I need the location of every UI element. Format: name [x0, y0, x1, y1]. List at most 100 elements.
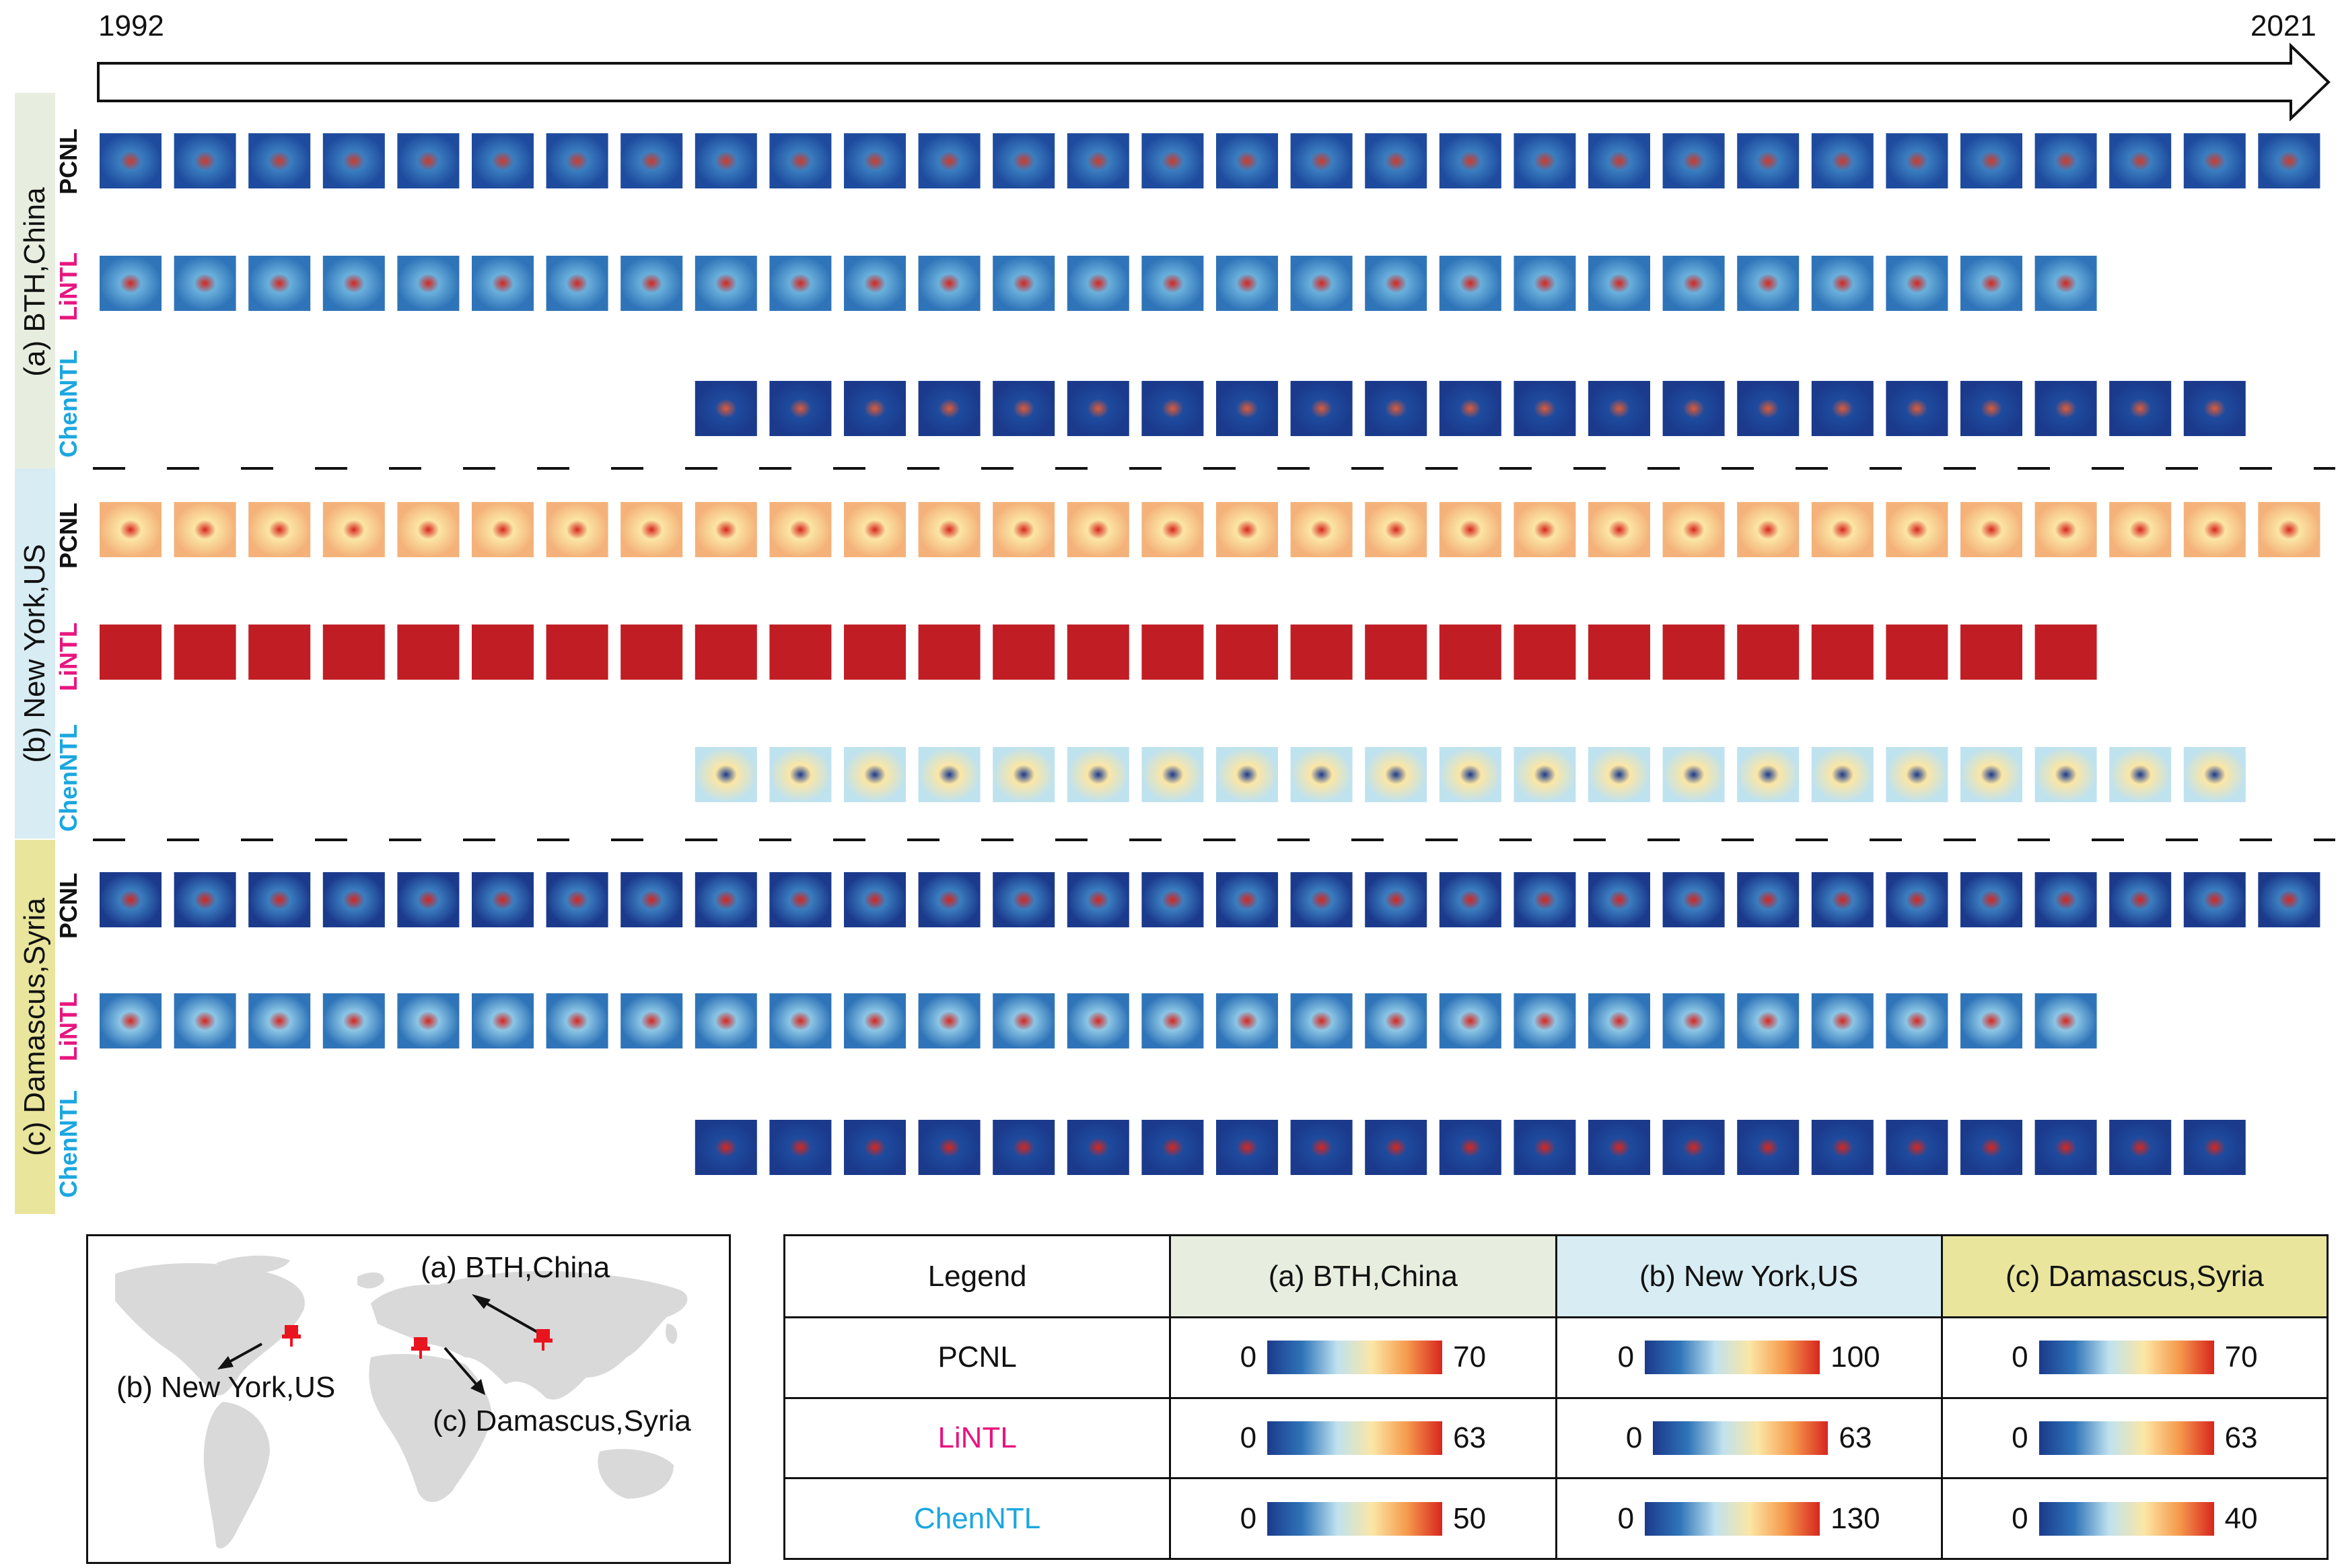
cbar-min: 0	[1625, 1421, 1643, 1454]
ntl-thumbnail	[1514, 625, 1576, 680]
ntl-thumbnail	[1141, 625, 1204, 680]
ntl-thumbnail	[993, 872, 1055, 927]
ntl-thumbnail	[2109, 1120, 2172, 1175]
ntl-thumbnail	[695, 993, 757, 1048]
cbar-min: 0	[1240, 1341, 1257, 1374]
ntl-thumbnail	[1365, 625, 1427, 680]
ntl-thumbnail	[1141, 256, 1204, 311]
legend-header: Legend	[783, 1234, 1172, 1318]
ntl-thumbnail	[2183, 747, 2246, 802]
ntl-thumbnail	[1514, 256, 1576, 311]
ntl-thumbnail	[620, 625, 683, 680]
band-ny-bg	[15, 468, 55, 839]
ntl-thumbnail	[1290, 502, 1353, 557]
ntl-thumbnail	[993, 502, 1055, 557]
cbar-max: 63	[1839, 1421, 1872, 1454]
ntl-thumbnail	[1216, 625, 1278, 680]
ntl-thumbnail	[397, 256, 460, 311]
ntl-thumbnail	[472, 993, 534, 1048]
ntl-thumbnail	[2034, 381, 2097, 436]
ntl-thumbnail	[1588, 993, 1650, 1048]
cbar-max: 63	[2224, 1421, 2258, 1454]
ntl-thumbnail	[472, 872, 534, 927]
ntl-thumbnail	[1960, 625, 2022, 680]
ntl-thumbnail	[322, 133, 385, 188]
ntl-thumbnail	[1886, 747, 1948, 802]
map-label-dam: (c) Damascus,Syria	[433, 1404, 691, 1437]
ntl-thumbnail	[1439, 502, 1501, 557]
ntl-thumbnail	[322, 993, 385, 1048]
colorbar-gradient	[2038, 1341, 2214, 1375]
ntl-thumbnail	[2109, 502, 2172, 557]
band-bth: (a) BTH,China	[15, 93, 55, 471]
band-dam-bg	[15, 840, 55, 1214]
ntl-thumbnail	[769, 747, 832, 802]
ntl-thumbnail	[769, 625, 832, 680]
ntl-thumbnail	[248, 872, 311, 927]
map-pin-icon	[411, 1337, 430, 1359]
ntl-thumbnail	[1439, 256, 1501, 311]
band-ny: (b) New York,US	[15, 468, 55, 839]
ntl-thumbnail	[2034, 625, 2097, 680]
ntl-thumbnail	[472, 625, 534, 680]
ntl-thumbnail	[1514, 502, 1576, 557]
cbar-max: 63	[1453, 1421, 1487, 1454]
ntl-thumbnail	[1662, 1120, 1725, 1175]
ntl-thumbnail	[100, 872, 162, 927]
ntl-thumbnail	[397, 872, 460, 927]
ntl-thumbnail	[918, 993, 981, 1048]
legend-table: Legend (a) BTH,China (b) New York,US (c)…	[783, 1234, 2329, 1560]
ntl-thumbnail	[546, 872, 608, 927]
ntl-thumbnail	[1588, 381, 1650, 436]
ntl-thumbnail	[1067, 256, 1129, 311]
ntl-thumbnail	[1290, 133, 1353, 188]
ntl-thumbnail	[1886, 625, 1948, 680]
ntl-thumbnail	[248, 133, 311, 188]
ntl-thumbnail	[769, 872, 832, 927]
ntl-thumbnail	[174, 133, 236, 188]
ntl-thumbnail	[844, 381, 906, 436]
colorbar-gradient	[1267, 1341, 1443, 1375]
ntl-thumbnail	[1960, 872, 2022, 927]
ntl-thumbnail	[1960, 993, 2022, 1048]
ntl-thumbnail	[248, 502, 311, 557]
cbar-min: 0	[1240, 1501, 1257, 1535]
ntl-thumbnail	[1067, 625, 1129, 680]
ntl-thumbnail	[546, 993, 608, 1048]
ntl-thumbnail	[1811, 993, 1874, 1048]
ntl-thumbnail	[1290, 256, 1353, 311]
ntl-thumbnail	[1439, 133, 1501, 188]
map-label-ny: (b) New York,US	[116, 1371, 336, 1404]
map-pin-icon	[282, 1325, 301, 1347]
ntl-thumbnail	[1439, 381, 1501, 436]
ntl-thumbnail	[1067, 872, 1129, 927]
ntl-thumbnail	[1365, 133, 1427, 188]
ntl-thumbnail	[472, 133, 534, 188]
ntl-thumbnail	[2183, 381, 2246, 436]
ntl-thumbnail	[1737, 381, 1800, 436]
ntl-thumbnail	[1737, 1120, 1800, 1175]
ntl-thumbnail	[1886, 872, 1948, 927]
ntl-thumbnail	[695, 133, 757, 188]
ntl-thumbnail	[1216, 381, 1278, 436]
ntl-thumbnail	[918, 625, 981, 680]
ntl-thumbnail	[1365, 1120, 1427, 1175]
ntl-thumbnail	[2258, 133, 2320, 188]
ntl-thumbnail	[100, 133, 162, 188]
ntl-thumbnail	[620, 133, 683, 188]
colorbar-gradient	[1653, 1421, 1829, 1455]
ntl-thumbnail	[844, 256, 906, 311]
ntl-thumbnail	[1811, 1120, 1874, 1175]
ntl-thumbnail	[1365, 872, 1427, 927]
ntl-thumbnail	[695, 747, 757, 802]
ntl-thumbnail	[174, 625, 236, 680]
ntl-thumbnail	[1365, 256, 1427, 311]
ntl-thumbnail	[1514, 993, 1576, 1048]
ntl-thumbnail	[769, 256, 832, 311]
ntl-thumbnail	[1514, 133, 1576, 188]
ntl-thumbnail	[1290, 747, 1353, 802]
ntl-thumbnail	[769, 133, 832, 188]
ntl-thumbnail	[918, 133, 981, 188]
ntl-thumbnail	[1290, 625, 1353, 680]
ntl-thumbnail	[993, 747, 1055, 802]
